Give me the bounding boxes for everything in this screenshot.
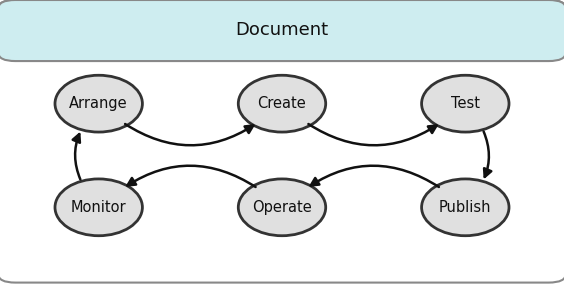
Text: Publish: Publish (439, 200, 492, 215)
FancyBboxPatch shape (0, 0, 564, 61)
Ellipse shape (55, 75, 142, 132)
Ellipse shape (55, 179, 142, 236)
Text: Document: Document (235, 21, 329, 39)
Ellipse shape (421, 75, 509, 132)
Ellipse shape (238, 75, 325, 132)
Ellipse shape (238, 179, 325, 236)
FancyArrowPatch shape (309, 124, 437, 145)
Text: Arrange: Arrange (69, 96, 128, 111)
Text: Test: Test (451, 96, 480, 111)
FancyArrowPatch shape (127, 166, 255, 187)
Text: Operate: Operate (252, 200, 312, 215)
Text: Monitor: Monitor (71, 200, 126, 215)
FancyArrowPatch shape (125, 124, 253, 145)
Ellipse shape (421, 179, 509, 236)
FancyArrowPatch shape (73, 134, 81, 179)
FancyArrowPatch shape (483, 131, 491, 177)
Text: Create: Create (258, 96, 306, 111)
FancyArrowPatch shape (311, 166, 439, 187)
